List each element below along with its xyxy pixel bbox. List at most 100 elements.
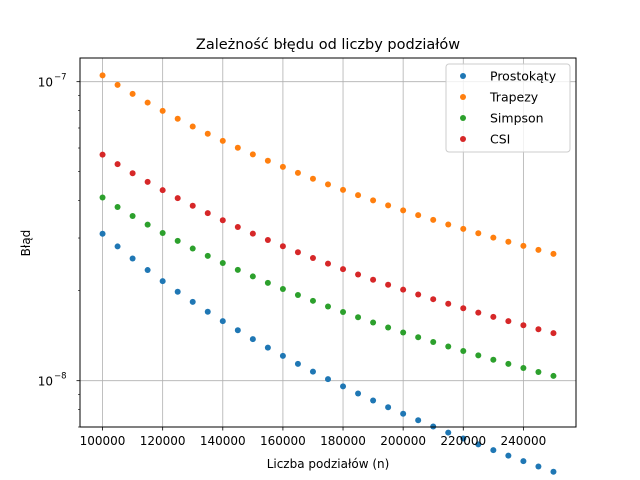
data-point xyxy=(355,271,362,278)
data-point xyxy=(144,267,151,274)
data-point xyxy=(535,326,542,333)
data-point xyxy=(520,458,527,465)
data-point xyxy=(385,281,392,288)
data-point xyxy=(99,230,106,237)
data-point xyxy=(189,123,196,130)
legend-marker xyxy=(460,136,466,142)
data-point xyxy=(219,318,226,325)
y-tick-exponent: −8 xyxy=(54,372,67,382)
series-csi xyxy=(99,151,557,337)
data-point xyxy=(370,276,377,283)
data-point xyxy=(415,291,422,298)
data-point xyxy=(340,308,347,315)
series-prostokąty xyxy=(99,230,557,475)
legend-label: Simpson xyxy=(490,111,544,126)
data-point xyxy=(355,314,362,321)
y-tick-label: 10 xyxy=(38,76,53,90)
data-point xyxy=(505,452,512,459)
data-point xyxy=(219,137,226,144)
data-point xyxy=(174,195,181,202)
data-point xyxy=(174,237,181,244)
data-point xyxy=(430,216,437,223)
data-point xyxy=(114,81,121,88)
data-point xyxy=(340,266,347,273)
data-point xyxy=(550,372,557,379)
data-point xyxy=(159,107,166,114)
data-point xyxy=(520,242,527,249)
data-point xyxy=(264,279,271,286)
data-point xyxy=(189,298,196,305)
plot-frame xyxy=(79,57,577,428)
y-axis: 10−810−7 xyxy=(38,73,80,428)
data-point xyxy=(144,221,151,228)
data-point xyxy=(490,356,497,363)
data-point xyxy=(114,203,121,210)
data-point xyxy=(535,246,542,253)
data-point xyxy=(144,178,151,185)
data-point xyxy=(340,383,347,390)
data-point xyxy=(309,368,316,375)
data-point xyxy=(475,309,482,316)
data-point xyxy=(430,296,437,303)
data-point xyxy=(129,213,136,220)
data-point xyxy=(174,288,181,295)
data-point xyxy=(279,286,286,293)
legend-label: Trapezy xyxy=(489,90,539,105)
data-point xyxy=(415,417,422,424)
data-point xyxy=(460,305,467,312)
data-point xyxy=(355,192,362,199)
data-point xyxy=(340,186,347,193)
data-point xyxy=(400,329,407,336)
data-point xyxy=(129,255,136,262)
data-point xyxy=(505,318,512,325)
data-point xyxy=(415,212,422,219)
data-point xyxy=(234,224,241,231)
legend-box xyxy=(445,63,571,153)
data-point xyxy=(204,252,211,259)
data-point xyxy=(325,260,331,267)
data-point xyxy=(445,300,452,307)
data-point xyxy=(309,255,316,262)
data-point xyxy=(520,322,527,329)
legend-marker xyxy=(460,94,466,100)
data-point xyxy=(249,273,256,280)
series-simpson xyxy=(99,194,557,379)
data-point xyxy=(535,463,542,470)
data-point xyxy=(264,237,271,244)
x-tick-label: 120000 xyxy=(140,434,186,448)
data-point xyxy=(159,187,166,194)
data-point xyxy=(279,352,286,359)
legend-marker xyxy=(460,73,466,79)
data-point xyxy=(294,360,301,367)
y-tick-exponent: −7 xyxy=(54,73,67,83)
data-point xyxy=(355,390,362,397)
data-point xyxy=(430,423,437,430)
legend: Prostokąty Trapezy Simpson CSI xyxy=(445,63,571,153)
data-point xyxy=(490,313,497,320)
x-tick-label: 220000 xyxy=(440,434,486,448)
data-point xyxy=(264,157,271,164)
data-point xyxy=(264,344,271,351)
data-point xyxy=(294,292,301,299)
data-point xyxy=(114,243,121,250)
data-point xyxy=(520,364,527,371)
data-point xyxy=(129,90,136,97)
data-point xyxy=(460,348,467,355)
data-point xyxy=(294,249,301,256)
data-point xyxy=(445,429,452,436)
y-axis-label: Błąd xyxy=(19,230,33,257)
data-point xyxy=(490,447,497,454)
data-point xyxy=(144,99,151,106)
data-point xyxy=(129,170,136,177)
x-axis-label: Liczba podziałów (n) xyxy=(267,457,390,471)
data-point xyxy=(219,217,226,224)
chart-title: Zależność błędu od liczby podziałów xyxy=(196,37,460,53)
data-point xyxy=(445,343,452,350)
data-point xyxy=(159,278,166,285)
data-point xyxy=(189,202,196,209)
data-point xyxy=(309,175,316,182)
data-point xyxy=(99,151,106,158)
data-point xyxy=(385,404,392,411)
x-tick-label: 180000 xyxy=(320,434,366,448)
